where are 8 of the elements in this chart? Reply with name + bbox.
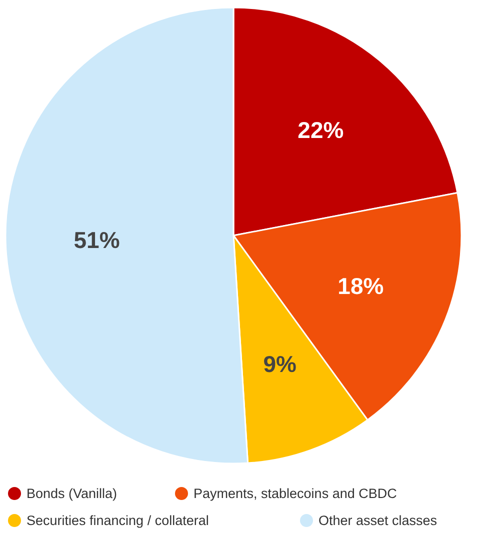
data-label: 9%: [263, 351, 296, 378]
data-label: 51%: [74, 226, 120, 253]
legend-label: Other asset classes: [318, 513, 438, 528]
legend-label: Payments, stablecoins and CBDC: [194, 486, 398, 501]
legend-label: Bonds (Vanilla): [26, 486, 118, 501]
data-label: 18%: [338, 272, 384, 299]
data-label: 22%: [298, 117, 344, 144]
legend-label: Securities financing / collateral: [26, 513, 209, 528]
